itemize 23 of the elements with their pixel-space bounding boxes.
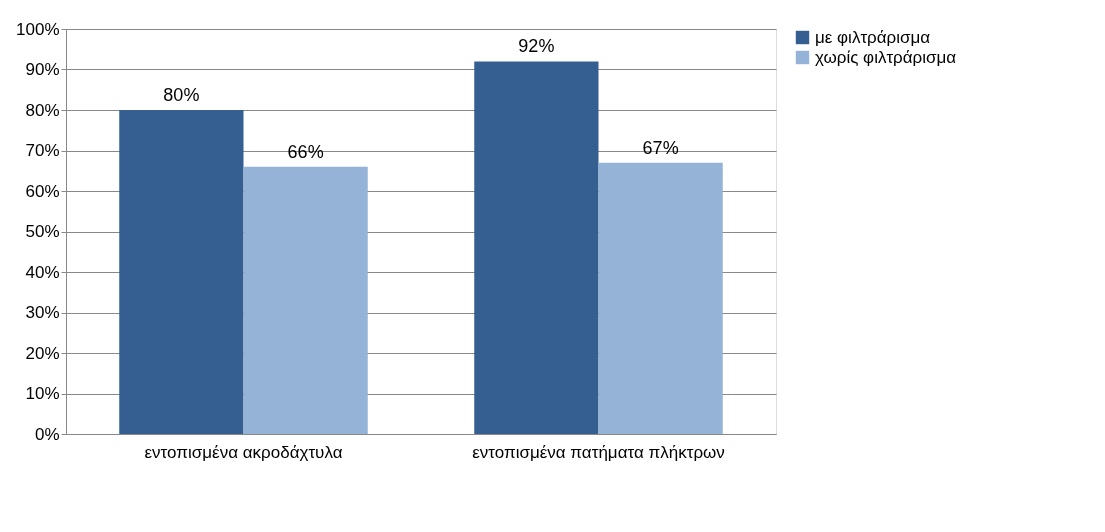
y-tick-label: 30% (25, 303, 60, 322)
bar (598, 162, 723, 434)
bar (119, 110, 244, 434)
legend-label: με φιλτράρισμα (815, 27, 931, 47)
y-tick-label: 60% (25, 181, 60, 201)
y-tick-label: 10% (25, 384, 60, 403)
y-tick-label: 50% (25, 222, 60, 241)
y-tick-label: 0% (34, 424, 60, 444)
y-tick-label: 70% (25, 141, 60, 160)
y-tick-label: 20% (25, 343, 60, 363)
y-tick-label: 100% (16, 19, 60, 39)
legend-label: χωρίς φιλτράρισμα (815, 47, 957, 67)
data-label: 67% (642, 137, 679, 158)
bar (474, 61, 599, 434)
y-tick-label: 90% (25, 60, 60, 79)
x-tick-label: εντοπισμένα πατήματα πλήκτρων (472, 442, 725, 462)
y-tick-label: 40% (25, 262, 60, 282)
data-label: 66% (287, 141, 324, 162)
bar (243, 166, 368, 434)
data-label: 92% (518, 36, 555, 57)
data-label: 80% (163, 85, 200, 105)
y-tick-label: 80% (25, 100, 60, 120)
x-tick-label: εντοπισμένα ακροδάχτυλα (144, 442, 343, 462)
